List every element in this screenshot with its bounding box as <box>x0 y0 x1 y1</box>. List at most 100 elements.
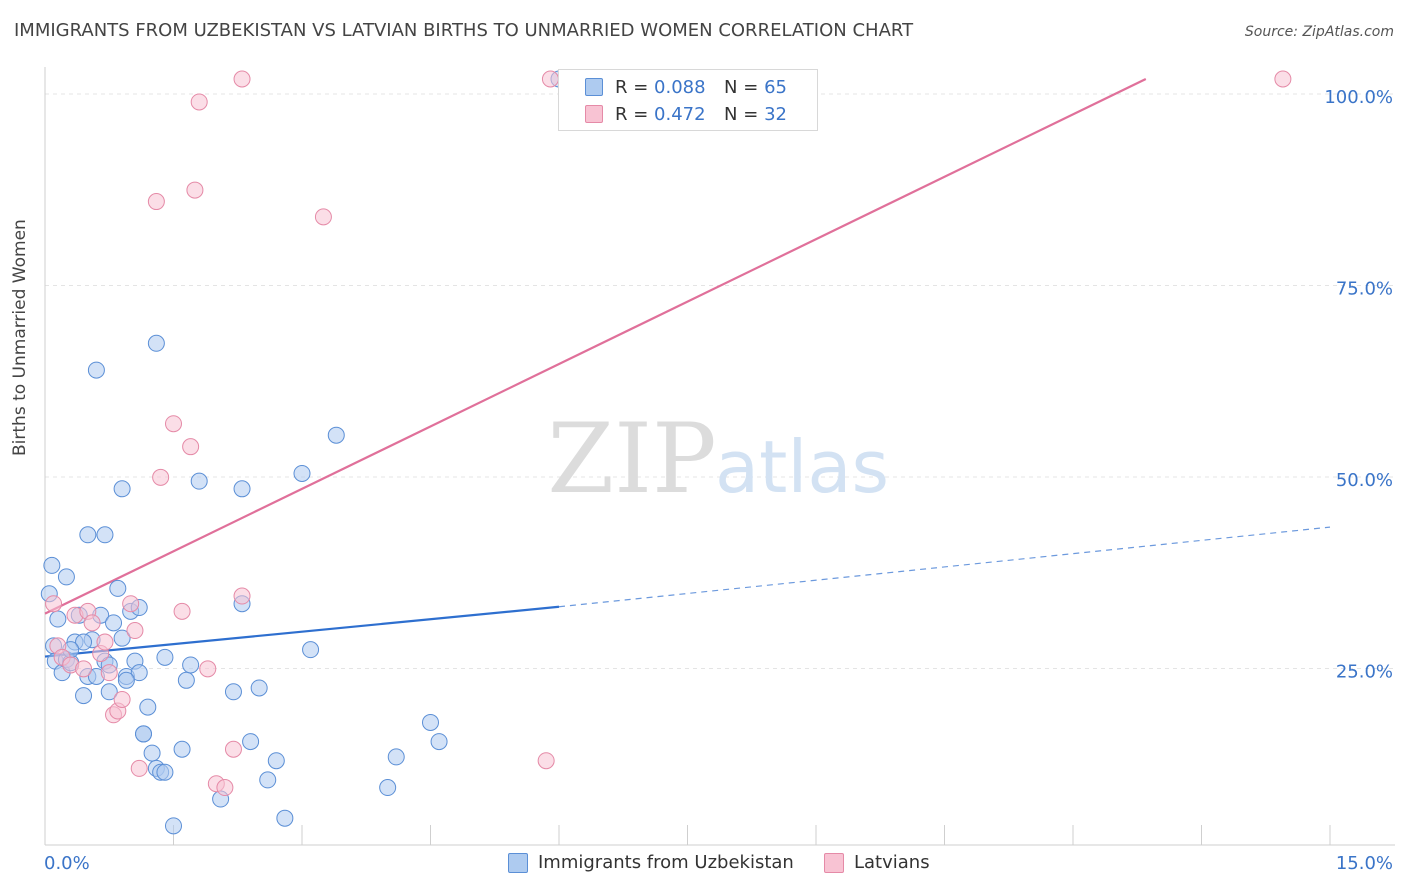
data-point-uzbekistan <box>387 748 405 766</box>
legend-n-value: 65 <box>764 76 787 98</box>
data-point-uzbekistan <box>430 733 448 751</box>
data-point-uzbekistan <box>190 472 208 490</box>
data-point-latvians <box>130 759 148 777</box>
data-point-latvians <box>165 415 182 433</box>
legend-r-label: R = <box>615 103 649 125</box>
data-point-uzbekistan <box>173 740 191 758</box>
data-point-uzbekistan <box>79 526 97 544</box>
data-point-uzbekistan <box>117 671 135 689</box>
data-point-uzbekistan <box>135 725 153 743</box>
legend-row-uzbekistan: R = 0.088 N = 65 <box>585 75 787 99</box>
data-point-uzbekistan <box>49 610 67 628</box>
data-point-uzbekistan <box>57 568 75 586</box>
correlation-legend: R = 0.088 N = 65 R = 0.472 N = 32 <box>558 69 818 131</box>
data-point-uzbekistan <box>250 679 268 697</box>
data-point-latvians <box>45 595 63 613</box>
legend-item-latvians: Latvians <box>824 852 930 873</box>
gridlines <box>45 93 1395 669</box>
y-tick-label: 50.0% <box>1336 470 1393 491</box>
data-point-uzbekistan <box>379 779 397 797</box>
data-point-uzbekistan <box>113 629 131 647</box>
data-point-uzbekistan <box>143 744 161 762</box>
data-point-uzbekistan <box>259 771 277 789</box>
data-point-latvians <box>147 193 165 211</box>
trend-line-latvians <box>44 78 1147 615</box>
y-tick-label: 100.0% <box>1324 87 1393 108</box>
data-point-latvians <box>186 181 204 199</box>
watermark: ZIP atlas <box>547 403 889 515</box>
legend-label-latvians: Latvians <box>854 852 930 873</box>
y-tick-label: 75.0% <box>1336 279 1393 300</box>
data-point-uzbekistan <box>156 648 174 666</box>
data-point-uzbekistan <box>276 809 294 827</box>
trend-lines <box>44 78 1331 658</box>
legend-r-value: 0.088 <box>654 76 706 98</box>
data-point-uzbekistan <box>293 464 311 482</box>
legend-item-uzbekistan: Immigrants from Uzbekistan <box>508 852 794 873</box>
data-point-uzbekistan <box>105 614 123 632</box>
y-tick-label: 25.0% <box>1336 662 1393 683</box>
data-point-uzbekistan <box>139 698 157 716</box>
data-point-latvians <box>113 690 131 708</box>
legend-swatch-pink <box>824 852 844 873</box>
data-point-uzbekistan <box>147 334 165 352</box>
series-latvians-points <box>45 70 1292 797</box>
data-point-latvians <box>233 70 251 88</box>
data-point-uzbekistan <box>327 426 345 444</box>
chart-title: IMMIGRANTS FROM UZBEKISTAN VS LATVIAN BI… <box>14 20 914 41</box>
data-point-uzbekistan <box>43 556 61 574</box>
source-label: Source: ZipAtlas.com <box>1244 24 1394 40</box>
legend-swatch-pink <box>585 105 603 123</box>
data-point-uzbekistan <box>422 713 439 731</box>
data-point-latvians <box>122 595 140 613</box>
data-point-uzbekistan <box>267 752 285 770</box>
data-point-latvians <box>199 660 217 678</box>
data-point-latvians <box>126 622 144 640</box>
data-point-uzbekistan <box>113 480 131 498</box>
legend-n-label: N = <box>724 76 759 98</box>
legend-r-value: 0.472 <box>654 103 706 125</box>
data-point-latvians <box>1274 70 1292 88</box>
trend-line-uzbekistan-extension <box>558 526 1331 608</box>
data-point-uzbekistan <box>165 817 182 835</box>
legend-n-value: 32 <box>764 103 787 125</box>
watermark-zip: ZIP <box>547 403 716 515</box>
data-point-uzbekistan <box>87 361 105 379</box>
data-point-latvians <box>75 660 93 678</box>
data-point-latvians <box>537 752 555 770</box>
legend-swatch-blue <box>508 852 528 873</box>
data-point-uzbekistan <box>233 480 251 498</box>
legend-r-label: R = <box>615 76 649 98</box>
data-point-uzbekistan <box>224 683 242 701</box>
data-point-latvians <box>233 587 251 605</box>
data-point-uzbekistan <box>75 687 93 705</box>
data-point-uzbekistan <box>109 579 127 597</box>
tick-labels: 25.0% 50.0% 75.0% 100.0% 0.0% 15.0% <box>44 87 1393 874</box>
x-tick-label: 0.0% <box>44 853 90 874</box>
series-legend: Immigrants from Uzbekistan Latvians <box>0 852 1406 878</box>
data-point-latvians <box>100 664 118 682</box>
data-point-latvians <box>216 779 234 797</box>
data-point-latvians <box>190 93 208 111</box>
series-uzbekistan-points <box>40 70 568 835</box>
data-point-uzbekistan <box>156 763 174 781</box>
data-point-uzbekistan <box>75 633 93 651</box>
data-point-uzbekistan <box>96 526 114 544</box>
data-point-latvians <box>541 70 559 88</box>
legend-label-uzbekistan: Immigrants from Uzbekistan <box>538 852 794 873</box>
trend-line-uzbekistan <box>44 605 560 658</box>
data-point-latvians <box>152 468 170 486</box>
x-tick-label: 15.0% <box>1336 853 1393 874</box>
data-point-latvians <box>314 208 332 226</box>
data-point-latvians <box>96 633 114 651</box>
data-point-uzbekistan <box>130 664 148 682</box>
data-point-uzbekistan <box>242 733 260 751</box>
data-point-uzbekistan <box>100 683 118 701</box>
data-point-uzbekistan <box>177 671 195 689</box>
data-point-uzbekistan <box>302 641 320 659</box>
legend-swatch-blue <box>585 78 603 96</box>
data-point-latvians <box>224 740 242 758</box>
data-point-uzbekistan <box>182 656 200 674</box>
data-point-latvians <box>83 614 101 632</box>
